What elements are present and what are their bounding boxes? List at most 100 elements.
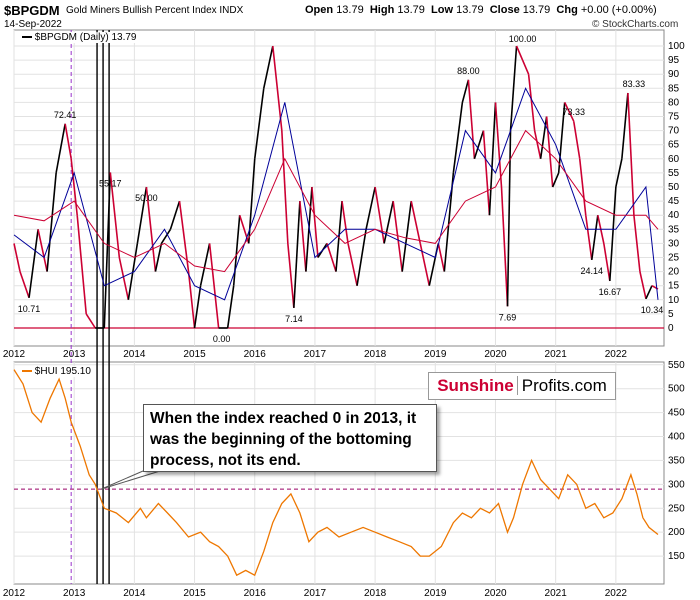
- bottom-legend: $HUI 195.10: [20, 366, 93, 377]
- bpgdm-segment: [109, 172, 121, 258]
- bpgdm-segment: [238, 214, 250, 244]
- bpgdm-segment: [639, 271, 647, 300]
- bpgdm-segment: [627, 92, 635, 216]
- top-y-tick-label: 85: [668, 83, 680, 94]
- bpgdm-segment: [410, 200, 422, 244]
- bottom-legend-text: $HUI 195.10: [34, 366, 91, 377]
- hui-line: [13, 369, 659, 577]
- bpgdm-segment: [76, 215, 88, 314]
- bpgdm-data-label: 16.67: [599, 287, 622, 297]
- bpgdm-segment: [347, 243, 358, 286]
- bottom-y-tick-label: 250: [668, 503, 685, 514]
- bpgdm-segment: [461, 79, 470, 103]
- bpgdm-data-label: 72.41: [54, 110, 77, 120]
- bottom-x-tick-label: 2014: [123, 588, 146, 599]
- low-value: 13.79: [456, 4, 484, 16]
- top-x-tick-label: 2021: [545, 349, 568, 360]
- sunshine-profits-logo: Sunshine Profits.com: [428, 372, 616, 400]
- bpgdm-segment: [419, 243, 431, 286]
- bpgdm-segment: [335, 201, 343, 272]
- top-y-tick-label: 95: [668, 55, 680, 66]
- bpgdm-segment: [356, 229, 367, 286]
- bpgdm-segment: [127, 243, 139, 300]
- close-value: 13.79: [522, 4, 551, 16]
- bpgdm-segment: [392, 200, 403, 272]
- bpgdm-data-label: 10.71: [18, 304, 41, 314]
- bpgdm-segment: [488, 102, 497, 216]
- top-legend-text: $BPGDM (Daily) 13.79: [34, 32, 137, 43]
- top-y-tick-label: 25: [668, 253, 680, 264]
- bpgdm-segment: [19, 271, 30, 299]
- bottom-y-tick-label: 150: [668, 551, 685, 562]
- bpgdm-slow-ma-line: [13, 129, 659, 273]
- top-y-tick-label: 60: [668, 154, 680, 165]
- bpgdm-segment: [527, 74, 536, 131]
- legend-swatch-hui: [22, 370, 32, 373]
- top-x-tick-label: 2019: [424, 349, 447, 360]
- bpgdm-segment: [374, 186, 385, 244]
- top-y-tick-label: 75: [668, 112, 680, 123]
- top-y-tick-label: 80: [668, 97, 680, 108]
- bpgdm-data-label: 7.14: [285, 314, 303, 324]
- bpgdm-segment: [287, 243, 295, 308]
- bottom-x-tick-label: 2016: [244, 588, 267, 599]
- top-y-tick-label: 0: [668, 323, 674, 334]
- bpgdm-segment: [169, 200, 181, 230]
- bpgdm-segment: [578, 158, 587, 216]
- bpgdm-segment: [136, 186, 148, 244]
- bpgdm-segment: [262, 45, 274, 89]
- bpgdm-segment: [365, 186, 376, 230]
- logo-part1: Sunshine: [437, 376, 514, 395]
- top-y-tick-label: 70: [668, 126, 680, 137]
- bpgdm-data-label: 24.14: [581, 266, 604, 276]
- bottom-x-tick-label: 2012: [3, 588, 26, 599]
- bpgdm-segment: [515, 45, 524, 61]
- bpgdm-segment: [293, 201, 301, 308]
- bpgdm-segment: [55, 123, 66, 174]
- top-legend: $BPGDM (Daily) 13.79: [20, 32, 139, 43]
- bottom-x-tick-label: 2018: [364, 588, 387, 599]
- annotation-callout: When the index reached 0 in 2013, it was…: [143, 404, 437, 472]
- top-x-tick-label: 2017: [304, 349, 327, 360]
- top-y-tick-label: 50: [668, 182, 680, 193]
- bottom-y-tick-label: 350: [668, 455, 685, 466]
- bpgdm-segment: [85, 313, 96, 329]
- close-label: Close: [489, 4, 520, 16]
- bpgdm-segment: [615, 158, 623, 188]
- bpgdm-data-label: 50.00: [135, 193, 158, 203]
- bpgdm-data-label: 88.00: [457, 66, 480, 76]
- bpgdm-segment: [64, 123, 72, 159]
- stockcharts-brand: © StockCharts.com: [592, 19, 679, 30]
- bpgdm-segment: [193, 285, 202, 329]
- bpgdm-segment: [46, 172, 57, 272]
- bpgdm-data-label: 7.69: [499, 312, 517, 322]
- top-y-tick-label: 10: [668, 295, 680, 306]
- bpgdm-segment: [633, 215, 641, 272]
- bpgdm-segment: [28, 229, 39, 298]
- bpgdm-segment: [299, 201, 307, 272]
- bpgdm-segment: [145, 186, 157, 272]
- bpgdm-segment: [482, 130, 491, 216]
- bottom-y-tick-label: 550: [668, 360, 685, 371]
- bpgdm-data-label: 83.33: [623, 79, 646, 89]
- bpgdm-segment: [521, 59, 530, 75]
- bpgdm-segment: [37, 229, 48, 272]
- bpgdm-segment: [609, 186, 617, 282]
- top-y-tick-label: 5: [668, 309, 674, 320]
- bpgdm-segment: [311, 186, 319, 258]
- index-name-text: Gold Miners Bullish Percent Index: [66, 5, 217, 16]
- bpgdm-segment: [305, 186, 313, 272]
- top-y-tick-label: 100: [668, 41, 685, 52]
- top-x-tick-label: 2015: [183, 349, 206, 360]
- top-y-tick-label: 45: [668, 196, 680, 207]
- top-y-tick-label: 55: [668, 168, 680, 179]
- high-label: High: [369, 4, 395, 16]
- top-y-tick-label: 30: [668, 238, 680, 249]
- bottom-x-tick-label: 2015: [183, 588, 206, 599]
- bottom-x-tick-label: 2021: [545, 588, 568, 599]
- bpgdm-data-label: 55.17: [99, 178, 122, 188]
- top-x-tick-label: 2022: [605, 349, 628, 360]
- bottom-y-tick-label: 300: [668, 479, 685, 490]
